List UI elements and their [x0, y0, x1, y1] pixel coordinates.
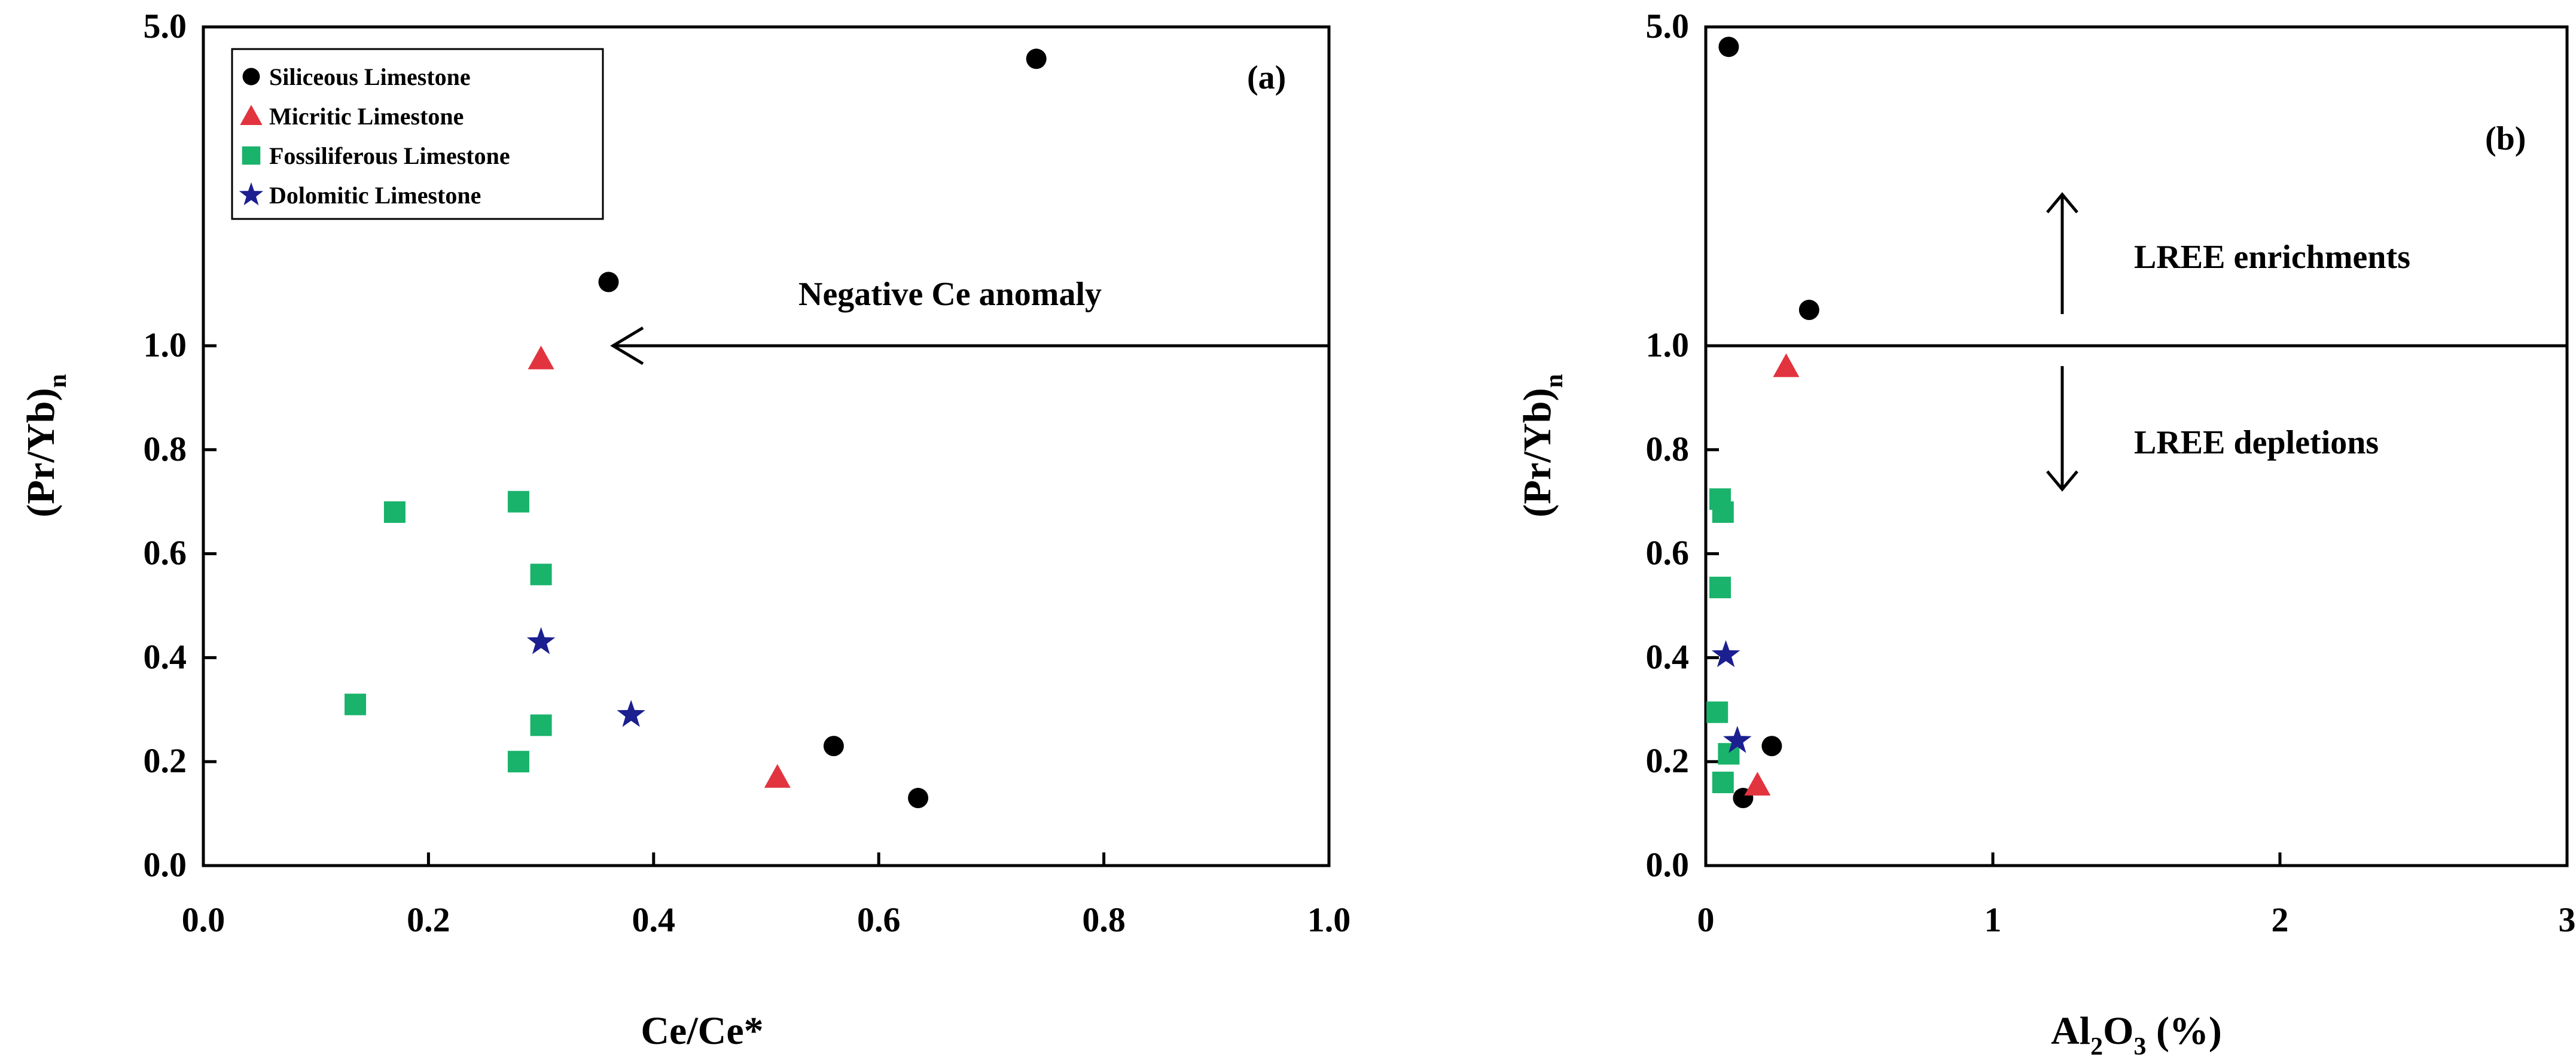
data-point-star	[1723, 726, 1752, 753]
panel-a: 0.0 0.2 0.4 0.6 0.8 1.0 5.0 0.0 0.2 0.4 0.6 0.8 1.0…	[19, 7, 1351, 1053]
panel-a-arrowhead-icon	[610, 326, 644, 365]
legend-frame	[231, 48, 604, 220]
panel-a-x-label: Ce/Ce*	[641, 1009, 763, 1053]
data-point-square	[1706, 701, 1728, 723]
data-point-circle	[1798, 300, 1819, 321]
y-tick-label: 0.2	[1646, 741, 1690, 780]
svg-text:(Pr/Yb)n: (Pr/Yb)n	[1516, 374, 1568, 517]
data-point-star	[526, 627, 556, 654]
x-tick-label: 0.0	[182, 900, 225, 939]
data-point-square	[1712, 771, 1734, 793]
x-tick-label: 0	[1697, 900, 1715, 939]
data-point-circle	[908, 788, 929, 809]
data-point-circle	[823, 736, 844, 757]
legend-marker-square	[242, 146, 261, 165]
data-point-triangle	[1773, 353, 1800, 377]
y-tick-label: 5.0	[144, 7, 187, 45]
y-tick-label: 0.4	[1646, 637, 1690, 676]
y-tick-label: 0.0	[144, 845, 187, 884]
svg-text:(Pr/Yb)n: (Pr/Yb)n	[19, 374, 72, 517]
x-tick-label: 3	[2559, 900, 2576, 939]
data-point-square	[1712, 501, 1734, 523]
legend: Siliceous Limestone Micritic Limestone Fos…	[231, 48, 604, 220]
y-tick-label: 0.4	[144, 637, 187, 676]
data-point-circle	[598, 272, 619, 293]
data-point-square	[530, 563, 552, 586]
legend-marker-star	[239, 182, 264, 206]
x-tick-label: 0.4	[632, 900, 676, 939]
panel-b-y-label: (Pr/Yb)n	[1516, 374, 1568, 517]
data-point-triangle	[528, 345, 554, 370]
panel-b-plot-frame	[1704, 25, 2569, 867]
panel-a-plot-frame	[202, 25, 1331, 867]
data-point-square	[383, 501, 406, 523]
data-point-circle	[1026, 48, 1047, 69]
legend-label: Siliceous Limestone	[269, 63, 471, 90]
data-point-square	[1709, 577, 1731, 599]
panel-b-enrichments-text: LREE enrichments	[2134, 239, 2410, 276]
y-tick-label: 1.0	[144, 325, 187, 364]
y-tick-label: 5.0	[1646, 7, 1690, 45]
legend-marker-triangle	[240, 105, 263, 125]
data-point-square	[507, 751, 529, 773]
panel-b-data-points	[1706, 36, 1819, 809]
x-tick-label: 1	[1984, 900, 2002, 939]
down-arrow-icon	[2046, 366, 2078, 492]
x-tick-label: 1.0	[1307, 900, 1351, 939]
panel-a-x-axis: 0.0 0.2 0.4 0.6 0.8 1.0	[182, 852, 1351, 939]
panel-a-arrow-text: Negative Ce anomaly	[798, 276, 1102, 313]
x-tick-label: 0.2	[407, 900, 450, 939]
panel-a-y-label: (Pr/Yb)n	[19, 374, 72, 517]
x-tick-label: 0.6	[857, 900, 901, 939]
y-tick-label: 0.6	[1646, 534, 1690, 572]
panel-b-x-label: Al2O3 (%)	[2051, 1009, 2222, 1060]
y-tick-label: 0.6	[144, 534, 187, 572]
panel-a-data-points	[345, 48, 1047, 809]
y-tick-label: 0.0	[1646, 845, 1690, 884]
legend-marker-circle	[242, 68, 260, 86]
x-tick-label: 2	[2272, 900, 2289, 939]
data-point-circle	[1718, 36, 1739, 57]
y-tick-label: 1.0	[1646, 325, 1690, 364]
y-tick-label: 0.8	[144, 430, 187, 468]
data-point-triangle	[1744, 772, 1771, 796]
data-point-square	[507, 491, 529, 513]
data-point-triangle	[764, 764, 791, 788]
legend-label: Dolomitic Limestone	[269, 182, 481, 209]
data-point-square	[345, 693, 367, 715]
panel-a-y-axis: 0.0 0.2 0.4 0.6 0.8 1.0 5.0	[144, 7, 217, 884]
data-point-square	[530, 714, 552, 736]
panel-b-depletions-text: LREE depletions	[2134, 424, 2379, 461]
panel-b-label: (b)	[2485, 120, 2526, 157]
up-arrow-icon	[2046, 192, 2078, 314]
panel-b-x-axis: 0 1 2 3	[1697, 852, 2576, 939]
panel-b: 0.0 0.2 0.4 0.6 0.8 1.0 5.0 0 1 2 3 LREE enrichme…	[1516, 7, 2576, 1060]
panel-b-y-axis: 0.0 0.2 0.4 0.6 0.8 1.0 5.0	[1646, 7, 1719, 884]
y-tick-label: 0.8	[1646, 430, 1690, 468]
y-tick-label: 0.2	[144, 741, 187, 780]
panel-a-label: (a)	[1247, 59, 1286, 96]
legend-label: Micritic Limestone	[269, 103, 464, 130]
data-point-star	[1711, 640, 1740, 668]
data-point-star	[617, 700, 645, 727]
legend-label: Fossiliferous Limestone	[269, 142, 510, 169]
data-point-circle	[1761, 736, 1782, 757]
x-tick-label: 0.8	[1082, 900, 1126, 939]
